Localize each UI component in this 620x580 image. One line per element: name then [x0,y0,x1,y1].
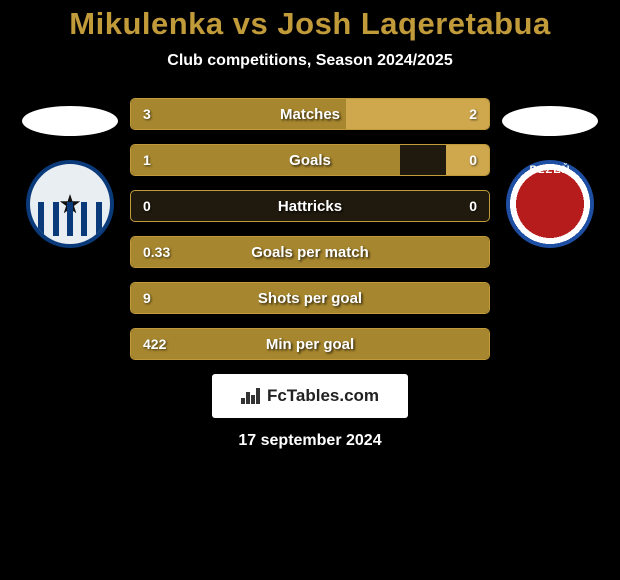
left-side: ★ [10,98,130,248]
title-vs: vs [233,6,268,41]
club-crest-left: ★ [26,160,114,248]
crest-right-text: PLZEŇ [506,164,594,176]
club-crest-right: PLZEŇ [506,160,594,248]
stat-label: Hattricks [131,198,489,215]
stat-label: Goals [131,152,489,169]
stats-list: 3Matches21Goals00Hattricks00.33Goals per… [130,98,490,360]
page-title: Mikulenka vs Josh Laqeretabua [69,6,550,42]
stat-label: Shots per goal [131,290,489,307]
right-side: PLZEŇ [490,98,610,248]
stat-value-p2: 0 [457,152,489,168]
stat-label: Matches [131,106,489,123]
stat-row: 422Min per goal [130,328,490,360]
stat-label: Min per goal [131,336,489,353]
player1-photo-placeholder [22,106,118,136]
stat-row: 3Matches2 [130,98,490,130]
subtitle: Club competitions, Season 2024/2025 [167,52,452,70]
title-player1: Mikulenka [69,6,223,41]
brand-text: FcTables.com [267,386,379,406]
stat-row: 1Goals0 [130,144,490,176]
date-text: 17 september 2024 [238,432,381,450]
stripes-icon [30,202,110,236]
comparison-infographic: Mikulenka vs Josh Laqeretabua Club compe… [0,0,620,580]
title-player2: Josh Laqeretabua [277,6,550,41]
stat-value-p2: 2 [457,106,489,122]
stat-label: Goals per match [131,244,489,261]
crest-right-inner [522,176,578,232]
stat-row: 0Hattricks0 [130,190,490,222]
bars-icon [241,388,261,404]
content-columns: ★ 3Matches21Goals00Hattricks00.33Goals p… [0,98,620,360]
player2-photo-placeholder [502,106,598,136]
stat-row: 9Shots per goal [130,282,490,314]
stat-value-p2: 0 [457,198,489,214]
stat-row: 0.33Goals per match [130,236,490,268]
brand-badge: FcTables.com [212,374,408,418]
